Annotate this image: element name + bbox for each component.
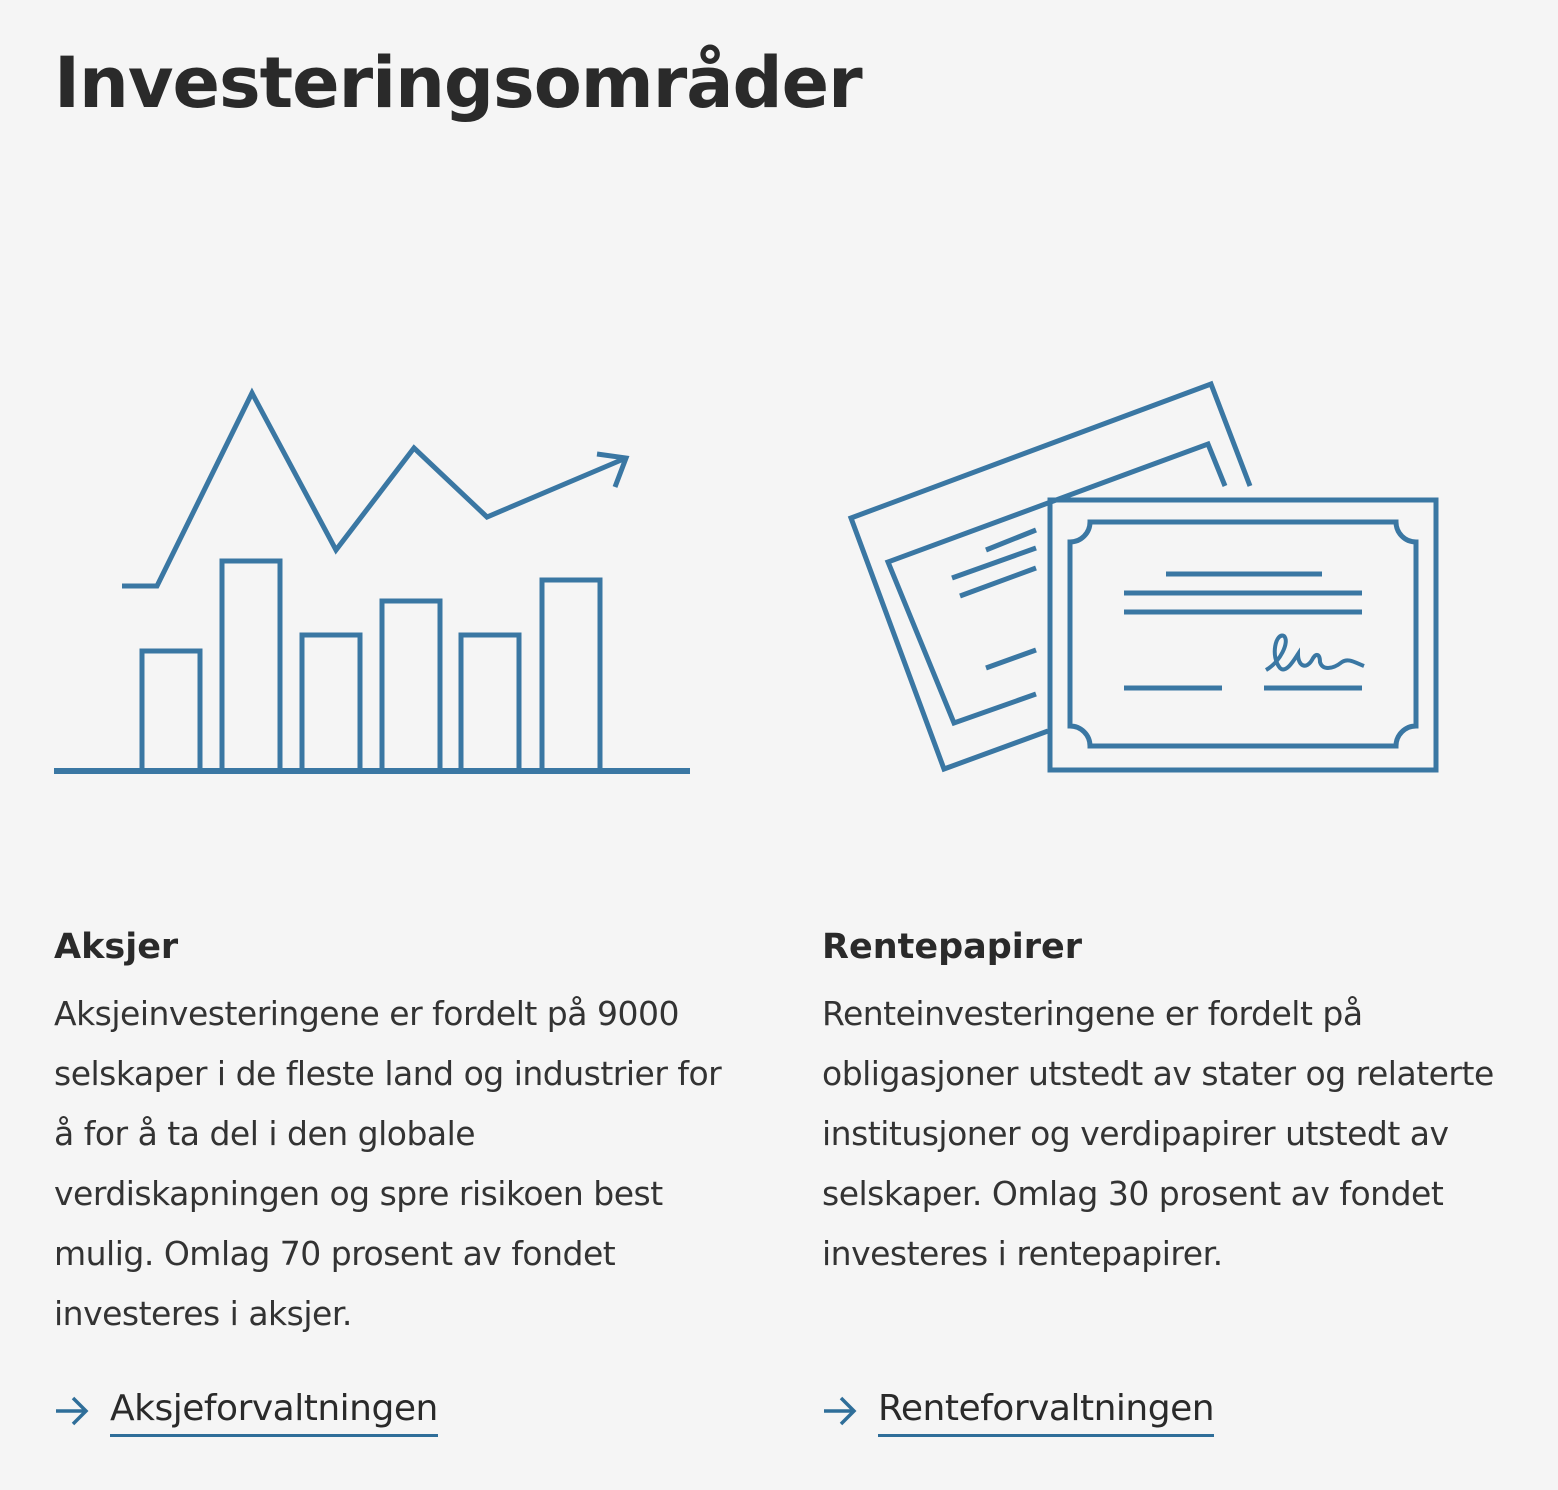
renteforvaltningen-link[interactable]: Renteforvaltningen xyxy=(822,1384,1215,1437)
card-title: Rentepapirer xyxy=(822,927,1083,967)
arrow-right-icon xyxy=(824,1396,857,1425)
arrow-right-icon xyxy=(56,1396,89,1425)
card-description: Renteinvesteringene er fordelt på obliga… xyxy=(822,994,1494,1273)
card-title: Aksjer xyxy=(54,927,179,967)
bar-chart-trend-icon xyxy=(54,387,690,774)
aksjeforvaltningen-link[interactable]: Aksjeforvaltningen xyxy=(54,1384,438,1437)
card-rentepapirer: Rentepapirer Renteinvesteringene er ford… xyxy=(822,0,1522,1490)
card-description: Aksjeinvesteringene er fordelt på 9000 s… xyxy=(54,994,722,1333)
link-label: Aksjeforvaltningen xyxy=(110,1384,438,1437)
link-label: Renteforvaltningen xyxy=(878,1384,1215,1437)
page-title: Investeringsområder xyxy=(54,42,863,124)
bond-certificate-icon xyxy=(847,380,1439,773)
card-aksjer: Aksjer Aksjeinvesteringene er fordelt på… xyxy=(54,0,754,1490)
